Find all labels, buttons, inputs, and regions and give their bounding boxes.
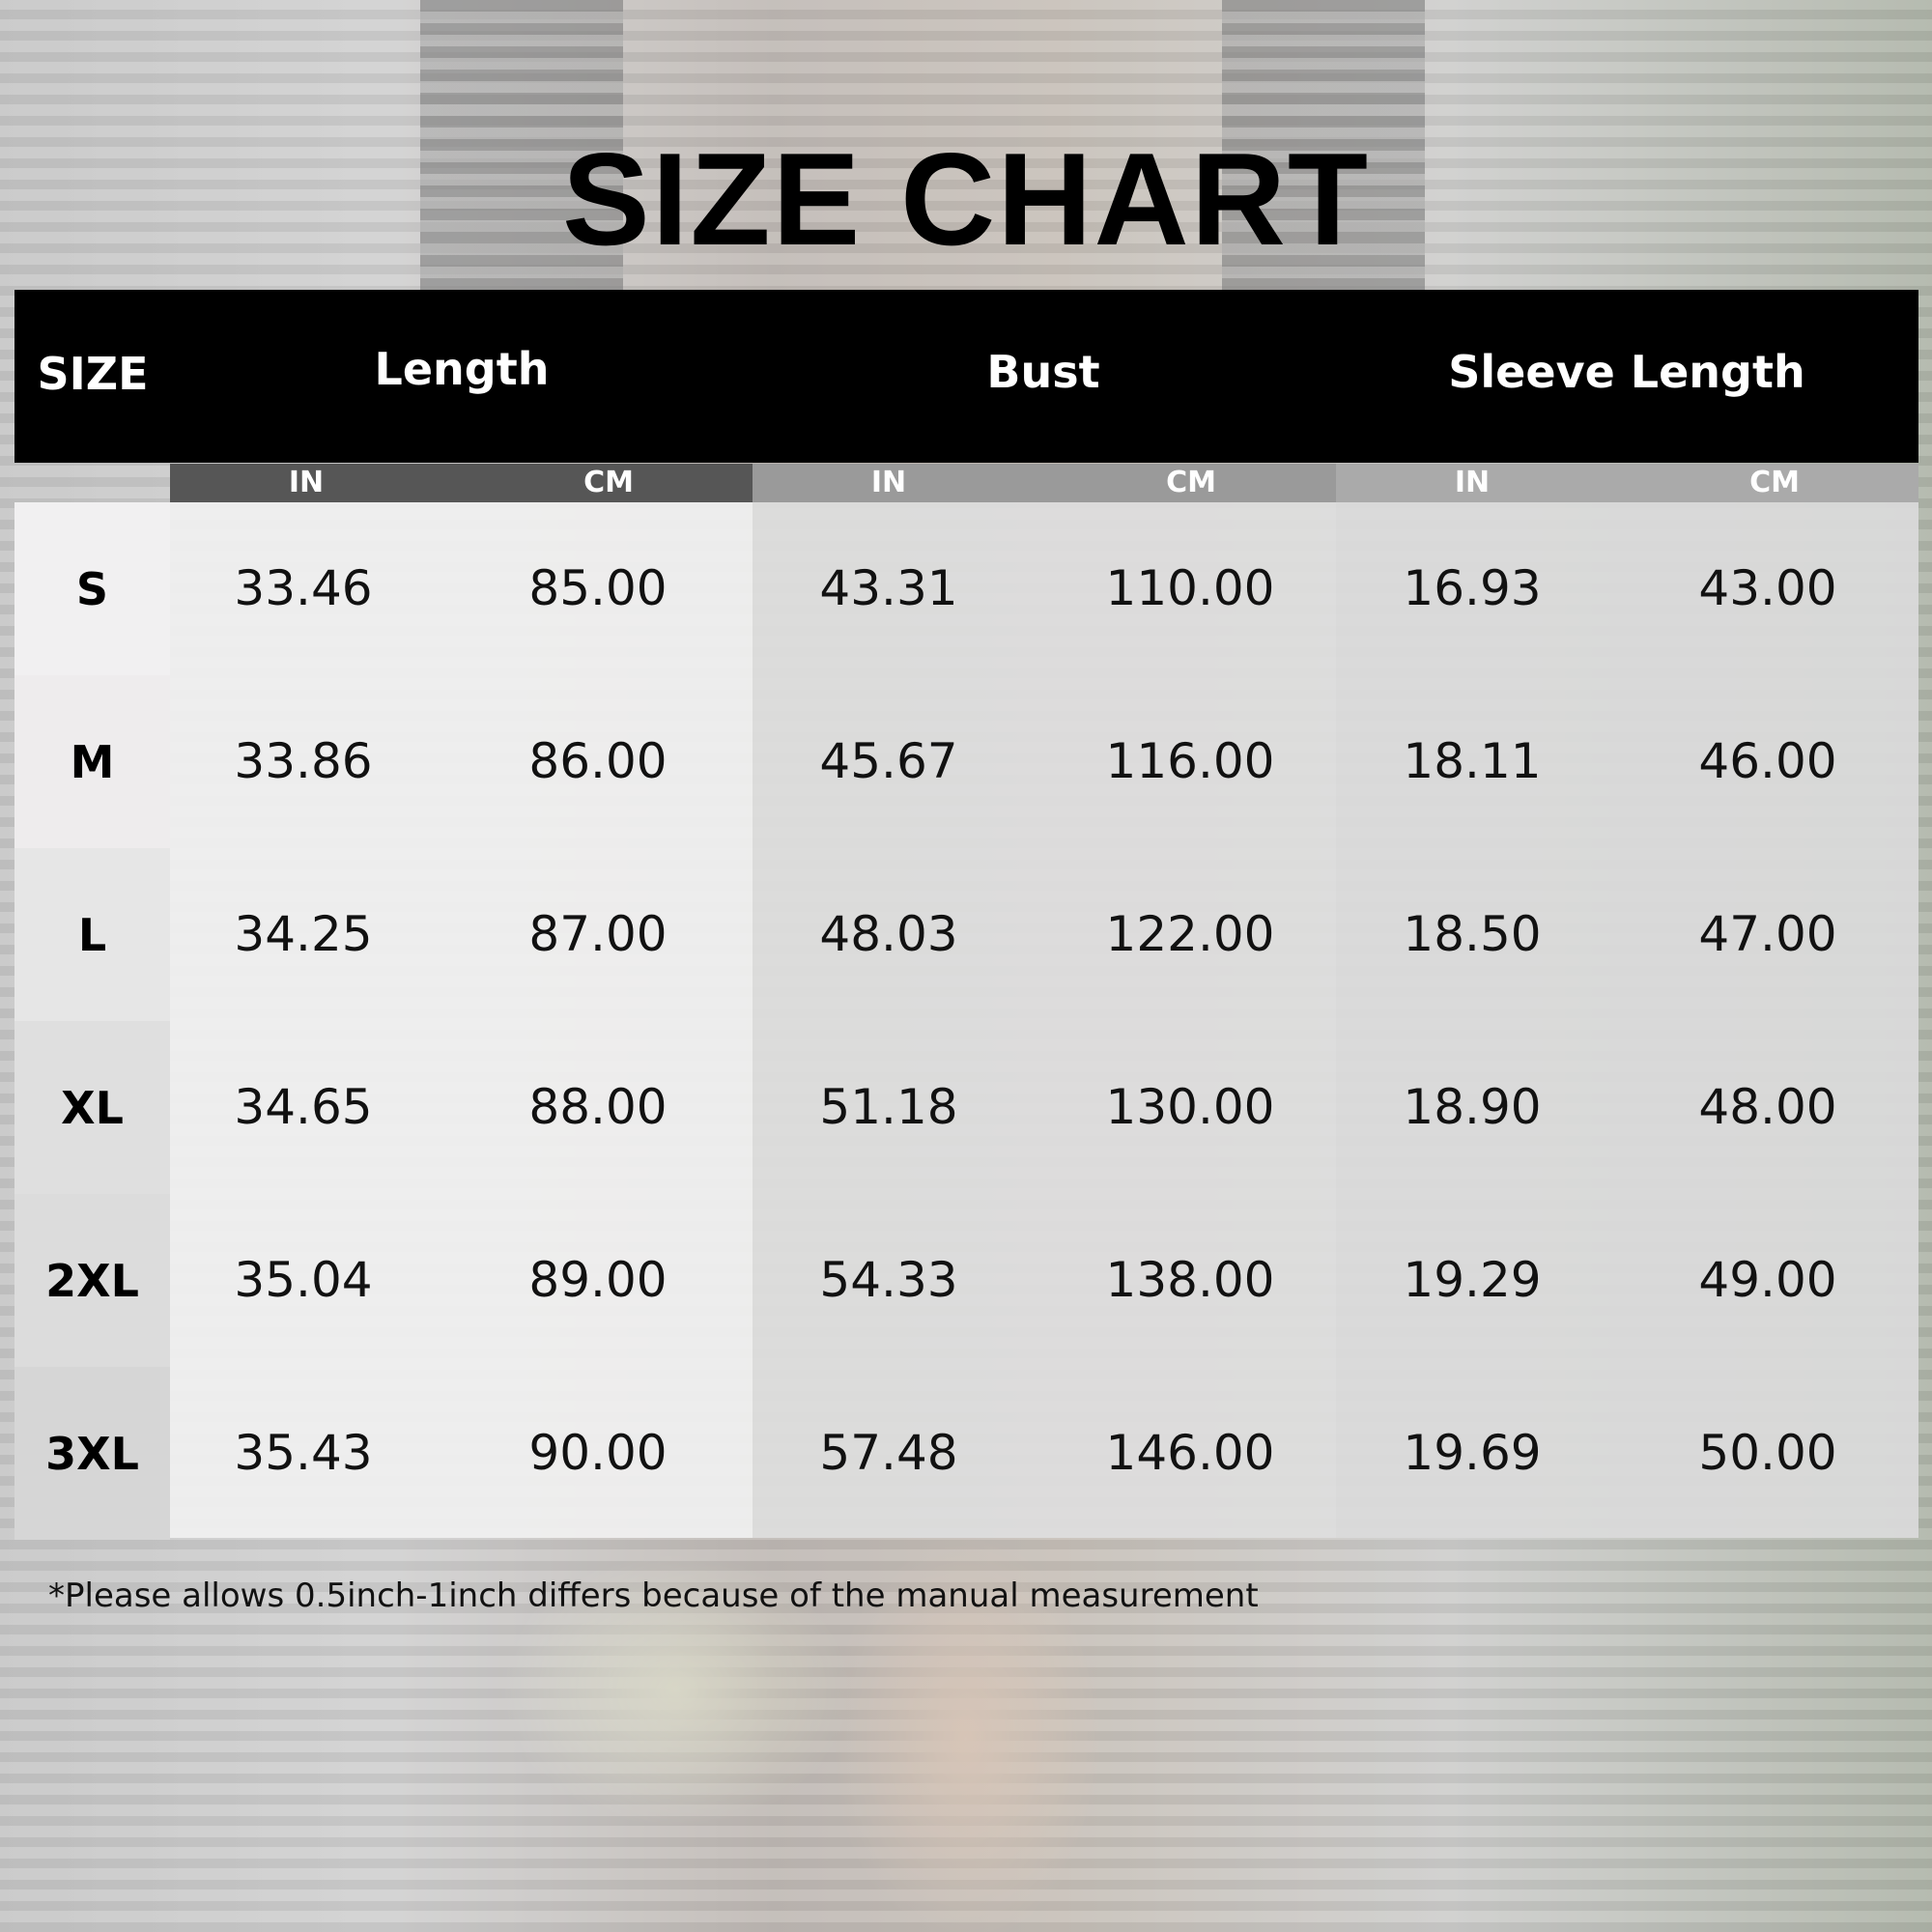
window-shutter	[1222, 0, 1425, 290]
window-shutter	[420, 0, 623, 290]
value-cell: 116.00	[1105, 733, 1275, 789]
value-cell: 46.00	[1698, 733, 1837, 789]
value-cell: 43.31	[819, 560, 958, 616]
size-cell: 2XL	[14, 1194, 170, 1367]
value-cell: 18.50	[1403, 906, 1542, 962]
value-cell: 122.00	[1105, 906, 1275, 962]
value-cell: 48.03	[819, 906, 958, 962]
value-cell: 18.11	[1403, 733, 1542, 789]
value-cell: 138.00	[1105, 1252, 1275, 1308]
bust-column	[753, 502, 1336, 1538]
size-cell: M	[14, 675, 170, 848]
value-cell: 48.00	[1698, 1079, 1837, 1135]
value-cell: 33.46	[234, 560, 373, 616]
value-cell: 90.00	[528, 1425, 668, 1481]
value-cell: 54.33	[819, 1252, 958, 1308]
value-cell: 50.00	[1698, 1425, 1837, 1481]
size-cell: XL	[14, 1021, 170, 1194]
value-cell: 88.00	[528, 1079, 668, 1135]
header-size: SIZE	[37, 348, 149, 400]
header-bust: Bust	[986, 346, 1100, 398]
size-cell: L	[14, 848, 170, 1021]
subheader-bust: IN CM	[753, 464, 1336, 502]
size-cell: S	[14, 502, 170, 675]
value-cell: 19.69	[1403, 1425, 1542, 1481]
value-cell: 57.48	[819, 1425, 958, 1481]
value-cell: 51.18	[819, 1079, 958, 1135]
value-cell: 34.25	[234, 906, 373, 962]
subheader-length: IN CM	[170, 464, 753, 502]
value-cell: 34.65	[234, 1079, 373, 1135]
header-length: Length	[374, 343, 550, 395]
sleeve-column	[1336, 502, 1918, 1538]
value-cell: 146.00	[1105, 1425, 1275, 1481]
unit-label: CM	[1166, 466, 1216, 499]
header-sleeve-length: Sleeve Length	[1448, 346, 1805, 398]
table-header: SIZE Length Bust Sleeve Length	[14, 290, 1918, 463]
footnote: *Please allows 0.5inch-1inch differs bec…	[48, 1577, 1259, 1615]
value-cell: 130.00	[1105, 1079, 1275, 1135]
value-cell: 35.43	[234, 1425, 373, 1481]
value-cell: 33.86	[234, 733, 373, 789]
value-cell: 49.00	[1698, 1252, 1837, 1308]
length-column	[170, 502, 753, 1538]
value-cell: 16.93	[1403, 560, 1542, 616]
value-cell: 85.00	[528, 560, 668, 616]
unit-label: CM	[1749, 466, 1800, 499]
unit-label: CM	[583, 466, 634, 499]
value-cell: 43.00	[1698, 560, 1837, 616]
page-title: SIZE CHART	[562, 126, 1370, 272]
size-cell: 3XL	[14, 1367, 170, 1540]
value-cell: 47.00	[1698, 906, 1837, 962]
value-cell: 45.67	[819, 733, 958, 789]
unit-label: IN	[1454, 466, 1491, 499]
value-cell: 35.04	[234, 1252, 373, 1308]
unit-label: IN	[288, 466, 325, 499]
value-cell: 89.00	[528, 1252, 668, 1308]
value-cell: 86.00	[528, 733, 668, 789]
unit-label: IN	[870, 466, 907, 499]
value-cell: 110.00	[1105, 560, 1275, 616]
value-cell: 18.90	[1403, 1079, 1542, 1135]
value-cell: 19.29	[1403, 1252, 1542, 1308]
subheader-sleeve: IN CM	[1336, 464, 1918, 502]
value-cell: 87.00	[528, 906, 668, 962]
